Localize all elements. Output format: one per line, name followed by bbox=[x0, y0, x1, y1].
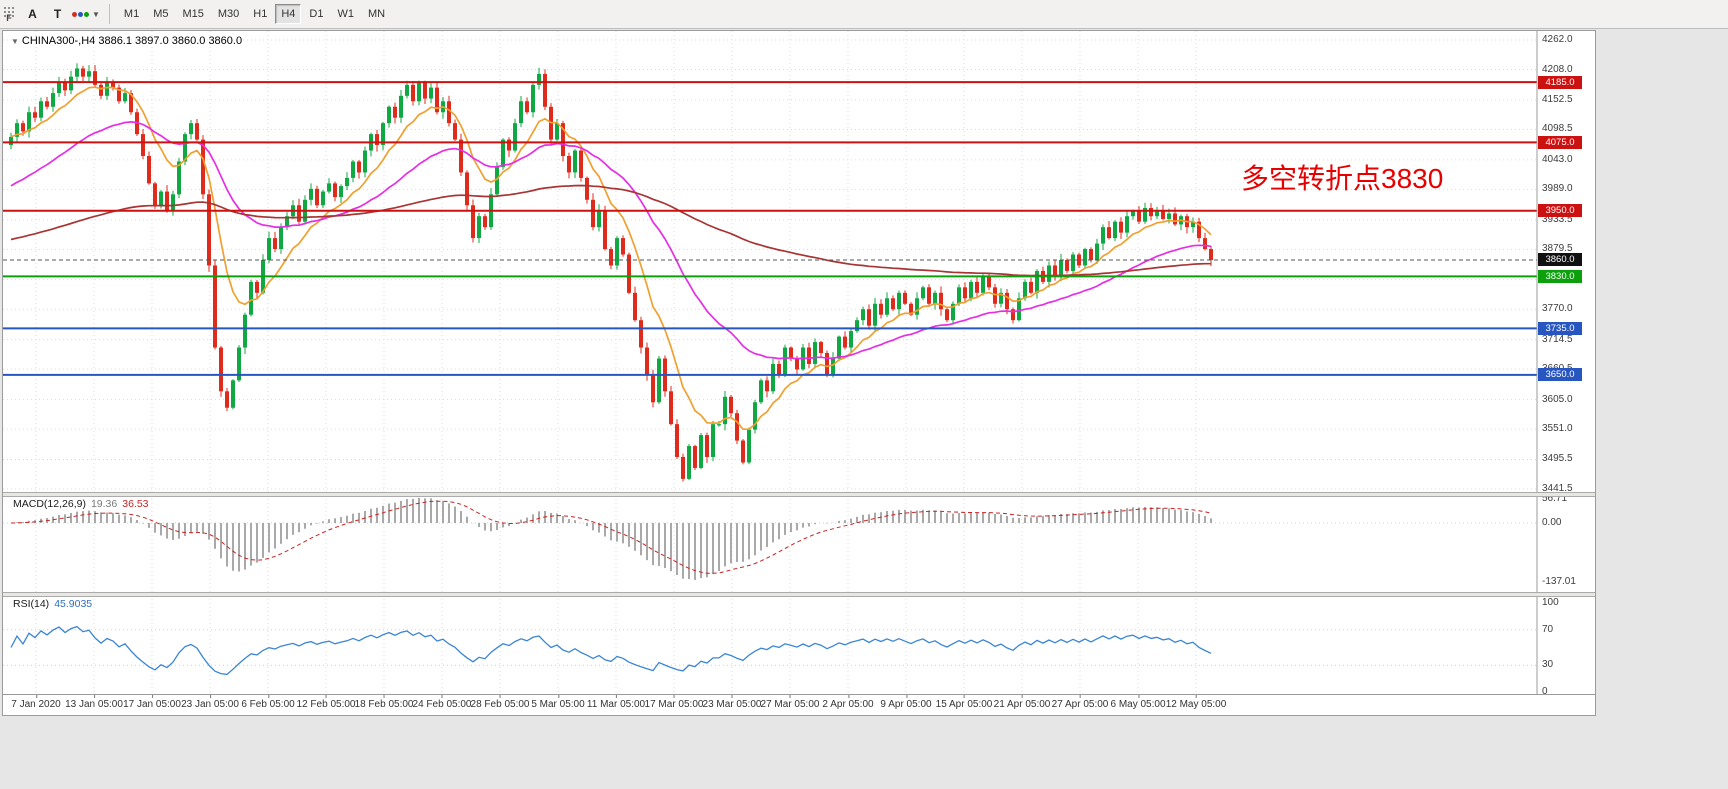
cursor-tool-button[interactable]: A bbox=[28, 7, 37, 21]
time-axis-label: 6 Feb 05:00 bbox=[241, 695, 295, 710]
price-axis-label: 4098.5 bbox=[1542, 123, 1573, 135]
rsi-axis-label: 70 bbox=[1542, 623, 1554, 635]
price-axis-label: 3770.0 bbox=[1542, 303, 1573, 315]
text-tool-button[interactable]: T bbox=[53, 7, 62, 21]
time-axis-label: 18 Feb 05:00 bbox=[354, 695, 414, 710]
price-axis-label: 3989.0 bbox=[1542, 183, 1573, 195]
time-axis-label: 28 Feb 05:00 bbox=[470, 695, 530, 710]
timeframe-d1-button[interactable]: D1 bbox=[309, 8, 324, 20]
timeframe-m15-button[interactable]: M15 bbox=[182, 8, 204, 20]
timeframe-m30-button[interactable]: M30 bbox=[217, 8, 240, 20]
macd-indicator-label: MACD(12,26,9) 19.36 36.53 bbox=[13, 498, 149, 510]
macd-signal-value: 36.53 bbox=[122, 498, 149, 510]
price-axis-label: 4043.0 bbox=[1542, 153, 1573, 165]
price-axis-label: 3441.5 bbox=[1542, 483, 1573, 494]
hline-price-badge: 3950.0 bbox=[1538, 204, 1582, 218]
chevron-down-icon: ▼ bbox=[92, 9, 100, 19]
price-axis-label: 3879.5 bbox=[1542, 243, 1573, 255]
time-axis-label: 17 Jan 05:00 bbox=[123, 695, 181, 710]
time-axis-label: 27 Apr 05:00 bbox=[1051, 695, 1109, 710]
red-dot-icon bbox=[72, 11, 77, 17]
timeframe-m1-button[interactable]: M1 bbox=[123, 8, 140, 20]
current-price-badge: 3860.0 bbox=[1538, 253, 1582, 267]
hline-price-badge: 4075.0 bbox=[1538, 135, 1582, 149]
time-axis-label: 12 Feb 05:00 bbox=[296, 695, 356, 710]
chart-canvas[interactable] bbox=[3, 31, 1595, 715]
time-axis-label: 24 Feb 05:00 bbox=[412, 695, 472, 710]
price-axis-label: 3495.5 bbox=[1542, 453, 1573, 465]
hline-price-badge: 4185.0 bbox=[1538, 75, 1582, 89]
blue-dot-icon bbox=[78, 11, 83, 17]
green-dot-icon bbox=[84, 11, 89, 17]
macd-name: MACD(12,26,9) bbox=[13, 498, 86, 510]
macd-main-value: 19.36 bbox=[90, 498, 118, 510]
toolbar-f-label: F bbox=[6, 13, 12, 23]
hline-price-badge: 3650.0 bbox=[1538, 368, 1582, 382]
rsi-axis-label: 0 bbox=[1542, 686, 1548, 697]
toolbar-handle[interactable]: F bbox=[4, 5, 14, 23]
timeframe-mn-button[interactable]: MN bbox=[367, 8, 386, 20]
time-axis-label: 5 Mar 05:00 bbox=[531, 695, 585, 710]
toolbar-grid-icon bbox=[4, 7, 6, 9]
timeframe-m5-button[interactable]: M5 bbox=[153, 8, 169, 20]
draw-tools-dropdown[interactable]: ▼ bbox=[71, 3, 101, 26]
price-axis-label: 3605.0 bbox=[1542, 393, 1573, 405]
timeframe-h1-button[interactable]: H1 bbox=[253, 8, 268, 20]
time-axis-label: 21 Apr 05:00 bbox=[993, 695, 1051, 710]
time-axis-label: 17 Mar 05:00 bbox=[644, 695, 704, 710]
time-axis[interactable]: 7 Jan 2020 13 Jan 05:00 17 Jan 05:00 23 Jan… bbox=[3, 694, 1595, 715]
price-axis-label: 4262.0 bbox=[1542, 34, 1573, 45]
macd-axis-label: 56.71 bbox=[1542, 493, 1568, 504]
rsi-axis-label: 100 bbox=[1542, 597, 1559, 608]
time-axis-label: 27 Mar 05:00 bbox=[760, 695, 820, 710]
timeframe-w1-button[interactable]: W1 bbox=[337, 8, 354, 20]
time-axis-label: 6 May 05:00 bbox=[1110, 695, 1166, 710]
chart-title: ▼ CHINA300-,H4 3886.1 3897.0 3860.0 3860.… bbox=[11, 35, 242, 47]
time-axis-label: 2 Apr 05:00 bbox=[822, 695, 874, 710]
rsi-name: RSI(14) bbox=[13, 598, 50, 610]
time-axis-label: 9 Apr 05:00 bbox=[880, 695, 932, 710]
time-axis-label: 13 Jan 05:00 bbox=[65, 695, 123, 710]
dropdown-triangle-icon: ▼ bbox=[11, 37, 19, 46]
time-axis-label: 12 May 05:00 bbox=[1165, 695, 1227, 710]
toolbar: F A T ▼ M1 M5 M15 M30 H1 H4 D1 W1 MN bbox=[0, 0, 1728, 29]
price-axis-label: 3933.5 bbox=[1542, 213, 1573, 225]
time-axis-label: 23 Mar 05:00 bbox=[702, 695, 762, 710]
panel-splitter-macd[interactable] bbox=[3, 492, 1595, 497]
time-axis-label: 7 Jan 2020 bbox=[11, 695, 61, 710]
chart-title-text: CHINA300-,H4 3886.1 3897.0 3860.0 3860.0 bbox=[21, 35, 243, 47]
timeframe-buttons: M1 M5 M15 M30 H1 H4 D1 W1 MN bbox=[117, 4, 392, 24]
rsi-value: 45.9035 bbox=[54, 598, 93, 610]
hline-price-badge: 3830.0 bbox=[1538, 269, 1582, 283]
chart-window: ▼ CHINA300-,H4 3886.1 3897.0 3860.0 3860.… bbox=[2, 30, 1596, 716]
time-axis-label: 11 Mar 05:00 bbox=[586, 695, 646, 710]
timeframe-h4-button[interactable]: H4 bbox=[275, 4, 302, 24]
time-axis-label: 15 Apr 05:00 bbox=[935, 695, 993, 710]
macd-axis-label: -137.01 bbox=[1542, 576, 1576, 587]
rsi-indicator-label: RSI(14) 45.9035 bbox=[13, 598, 92, 610]
price-axis-label: 4152.5 bbox=[1542, 93, 1573, 105]
toolbar-separator bbox=[108, 4, 110, 24]
price-axis-label: 4208.0 bbox=[1542, 63, 1573, 75]
panel-splitter-rsi[interactable] bbox=[3, 592, 1595, 597]
hline-price-badge: 3735.0 bbox=[1538, 321, 1582, 335]
macd-axis-label: 0.00 bbox=[1542, 517, 1562, 528]
price-axis-label: 3714.5 bbox=[1542, 333, 1573, 345]
annotation-text: 多空转折点3830 bbox=[1241, 163, 1444, 194]
price-axis-label: 3551.0 bbox=[1542, 423, 1573, 435]
rsi-axis-label: 30 bbox=[1542, 659, 1554, 671]
time-axis-label: 23 Jan 05:00 bbox=[181, 695, 239, 710]
